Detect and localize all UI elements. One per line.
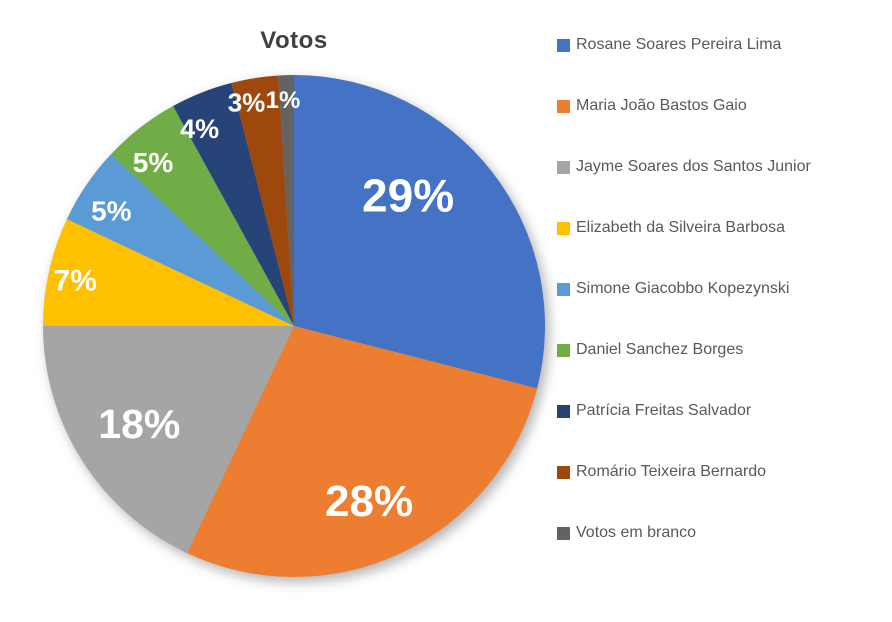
legend-item-label: Simone Giacobbo Kopezynski	[576, 280, 790, 297]
legend-item-label: Elizabeth da Silveira Barbosa	[576, 219, 786, 236]
legend-item-label: Romário Teixeira Bernardo	[576, 463, 767, 480]
pie-slice-patricia-freitas-salvador[interactable]	[173, 82, 294, 326]
legend-swatch-icon	[557, 404, 570, 418]
legend-item-romario-teixeira-bernardo[interactable]: Romário Teixeira Bernardo	[557, 463, 887, 481]
legend-item-label: Rosane Soares Pereira Lima	[576, 36, 782, 53]
legend-swatch-icon	[557, 526, 570, 540]
legend-item-label: Jayme Soares dos Santos Junior	[576, 158, 811, 175]
pie-slice-label: 29%	[362, 170, 454, 222]
chart-title: Votos	[260, 27, 328, 54]
legend-swatch-icon	[557, 343, 570, 357]
legend-swatch-icon	[557, 221, 570, 235]
legend-item-label: Patrícia Freitas Salvador	[576, 402, 752, 419]
pie-slice-elizabeth-da-silveira-barbosa[interactable]	[43, 219, 294, 326]
pie-slice-label: 3%	[228, 88, 266, 118]
legend-swatch-icon	[557, 282, 570, 296]
legend-swatch-icon	[557, 160, 570, 174]
pie-slice-daniel-sanchez-borges[interactable]	[111, 106, 294, 326]
pie-slice-label: 1%	[266, 87, 301, 114]
pie-slice-simone-giacobbo-kopezynski[interactable]	[66, 154, 294, 326]
legend-item-simone-giacobbo-kopezynski[interactable]: Simone Giacobbo Kopezynski	[557, 280, 887, 298]
pie-slice-romario-teixeira-bernardo[interactable]	[231, 75, 294, 327]
pie-slice-label: 18%	[98, 401, 180, 447]
legend-swatch-icon	[557, 99, 570, 113]
pie-slice-votos-em-branco[interactable]	[278, 75, 294, 326]
legend-item-daniel-sanchez-borges[interactable]: Daniel Sanchez Borges	[557, 341, 887, 359]
legend-item-rosane-soares-pereira-lima[interactable]: Rosane Soares Pereira Lima	[557, 36, 887, 54]
pie-slice-label: 4%	[180, 114, 219, 144]
pie-slice-label: 7%	[54, 265, 97, 298]
pie-slice-label: 5%	[133, 147, 174, 178]
legend-swatch-icon	[557, 38, 570, 52]
legend-item-maria-joao-bastos-gaio[interactable]: Maria João Bastos Gaio	[557, 97, 887, 115]
pie-slice-rosane-soares-pereira-lima[interactable]	[294, 75, 545, 389]
legend: Rosane Soares Pereira Lima Maria João Bas…	[557, 36, 887, 542]
legend-item-jayme-soares-dos-santos-junior[interactable]: Jayme Soares dos Santos Junior	[557, 158, 887, 176]
legend-item-votos-em-branco[interactable]: Votos em branco	[557, 524, 887, 542]
legend-item-patricia-freitas-salvador[interactable]: Patrícia Freitas Salvador	[557, 402, 887, 420]
pie-slice-label: 5%	[91, 196, 132, 227]
pie-slice-jayme-soares-dos-santos-junior[interactable]	[43, 326, 294, 554]
legend-item-label: Maria João Bastos Gaio	[576, 97, 747, 114]
legend-item-elizabeth-da-silveira-barbosa[interactable]: Elizabeth da Silveira Barbosa	[557, 219, 887, 237]
legend-item-label: Daniel Sanchez Borges	[576, 341, 744, 358]
pie-slice-maria-joao-bastos-gaio[interactable]	[187, 326, 538, 577]
pie-slice-label: 28%	[325, 477, 413, 526]
legend-swatch-icon	[557, 465, 570, 479]
legend-item-label: Votos em branco	[576, 524, 697, 541]
